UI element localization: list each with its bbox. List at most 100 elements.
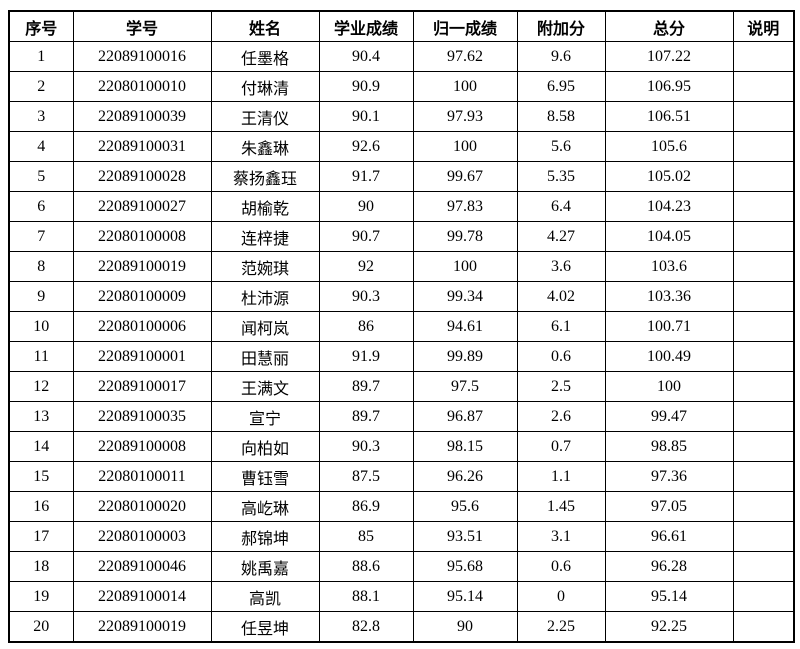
table-row: 5 22089100028 蔡扬鑫珏 91.7 99.67 5.35 105.02 xyxy=(8,161,795,192)
cell-academic-score: 86.9 xyxy=(318,491,414,522)
cell-notes xyxy=(732,371,795,402)
cell-bonus-points: 3.6 xyxy=(516,251,606,282)
cell-normalized-score: 99.89 xyxy=(412,341,518,372)
cell-bonus-points: 0.6 xyxy=(516,341,606,372)
cell-notes xyxy=(732,101,795,132)
cell-student-id: 22080100010 xyxy=(72,71,212,102)
cell-name: 任墨格 xyxy=(210,41,320,72)
cell-academic-score: 91.9 xyxy=(318,341,414,372)
table-row: 13 22089100035 宣宁 89.7 96.87 2.6 99.47 xyxy=(8,401,795,432)
cell-index: 20 xyxy=(8,611,74,643)
cell-total-score: 104.23 xyxy=(604,191,734,222)
cell-academic-score: 87.5 xyxy=(318,461,414,492)
cell-notes xyxy=(732,551,795,582)
cell-total-score: 104.05 xyxy=(604,221,734,252)
cell-student-id: 22080100006 xyxy=(72,311,212,342)
cell-index: 7 xyxy=(8,221,74,252)
cell-academic-score: 86 xyxy=(318,311,414,342)
column-header-total-score: 总分 xyxy=(604,10,734,42)
cell-index: 17 xyxy=(8,521,74,552)
cell-bonus-points: 4.02 xyxy=(516,281,606,312)
column-header-name: 姓名 xyxy=(210,10,320,42)
cell-total-score: 107.22 xyxy=(604,41,734,72)
cell-name: 王满文 xyxy=(210,371,320,402)
cell-student-id: 22089100031 xyxy=(72,131,212,162)
cell-name: 姚禹嘉 xyxy=(210,551,320,582)
cell-student-id: 22089100039 xyxy=(72,101,212,132)
score-table: 序号 学号 姓名 学业成绩 归一成绩 附加分 总分 说明 1 22089100016 任墨格 90.… xyxy=(8,10,795,643)
cell-bonus-points: 4.27 xyxy=(516,221,606,252)
cell-name: 付琳清 xyxy=(210,71,320,102)
cell-name: 朱鑫琳 xyxy=(210,131,320,162)
header-row: 序号 学号 姓名 学业成绩 归一成绩 附加分 总分 说明 xyxy=(8,10,795,42)
cell-bonus-points: 1.45 xyxy=(516,491,606,522)
cell-bonus-points: 5.35 xyxy=(516,161,606,192)
cell-bonus-points: 6.4 xyxy=(516,191,606,222)
column-header-academic-score: 学业成绩 xyxy=(318,10,414,42)
cell-index: 1 xyxy=(8,41,74,72)
cell-name: 曹钰雪 xyxy=(210,461,320,492)
cell-academic-score: 88.6 xyxy=(318,551,414,582)
cell-student-id: 22089100035 xyxy=(72,401,212,432)
cell-index: 13 xyxy=(8,401,74,432)
table-row: 2 22080100010 付琳清 90.9 100 6.95 106.95 xyxy=(8,71,795,102)
cell-name: 任昱坤 xyxy=(210,611,320,643)
cell-normalized-score: 97.83 xyxy=(412,191,518,222)
cell-notes xyxy=(732,341,795,372)
cell-bonus-points: 5.6 xyxy=(516,131,606,162)
cell-academic-score: 90.9 xyxy=(318,71,414,102)
cell-notes xyxy=(732,251,795,282)
cell-bonus-points: 0.7 xyxy=(516,431,606,462)
cell-normalized-score: 93.51 xyxy=(412,521,518,552)
cell-student-id: 22089100001 xyxy=(72,341,212,372)
cell-name: 胡榆乾 xyxy=(210,191,320,222)
table-row: 16 22080100020 高屹琳 86.9 95.6 1.45 97.05 xyxy=(8,491,795,522)
cell-student-id: 22080100008 xyxy=(72,221,212,252)
cell-academic-score: 90.1 xyxy=(318,101,414,132)
cell-notes xyxy=(732,311,795,342)
cell-normalized-score: 90 xyxy=(412,611,518,643)
cell-notes xyxy=(732,431,795,462)
table-row: 18 22089100046 姚禹嘉 88.6 95.68 0.6 96.28 xyxy=(8,551,795,582)
table-row: 20 22089100019 任昱坤 82.8 90 2.25 92.25 xyxy=(8,611,795,643)
column-header-student-id: 学号 xyxy=(72,10,212,42)
cell-total-score: 100.71 xyxy=(604,311,734,342)
table-row: 11 22089100001 田慧丽 91.9 99.89 0.6 100.49 xyxy=(8,341,795,372)
cell-total-score: 105.6 xyxy=(604,131,734,162)
cell-notes xyxy=(732,41,795,72)
cell-index: 4 xyxy=(8,131,74,162)
cell-normalized-score: 96.87 xyxy=(412,401,518,432)
cell-normalized-score: 95.68 xyxy=(412,551,518,582)
cell-student-id: 22080100020 xyxy=(72,491,212,522)
cell-notes xyxy=(732,161,795,192)
cell-student-id: 22089100016 xyxy=(72,41,212,72)
cell-academic-score: 90.4 xyxy=(318,41,414,72)
cell-bonus-points: 1.1 xyxy=(516,461,606,492)
cell-student-id: 22089100017 xyxy=(72,371,212,402)
cell-name: 蔡扬鑫珏 xyxy=(210,161,320,192)
cell-normalized-score: 100 xyxy=(412,131,518,162)
cell-academic-score: 92 xyxy=(318,251,414,282)
cell-normalized-score: 95.6 xyxy=(412,491,518,522)
cell-student-id: 22089100028 xyxy=(72,161,212,192)
cell-notes xyxy=(732,401,795,432)
column-header-notes: 说明 xyxy=(732,10,795,42)
cell-name: 王清仪 xyxy=(210,101,320,132)
cell-total-score: 96.61 xyxy=(604,521,734,552)
cell-student-id: 22089100014 xyxy=(72,581,212,612)
cell-bonus-points: 9.6 xyxy=(516,41,606,72)
cell-notes xyxy=(732,461,795,492)
cell-notes xyxy=(732,281,795,312)
cell-name: 杜沛源 xyxy=(210,281,320,312)
cell-academic-score: 88.1 xyxy=(318,581,414,612)
table-row: 17 22080100003 郝锦坤 85 93.51 3.1 96.61 xyxy=(8,521,795,552)
cell-name: 向柏如 xyxy=(210,431,320,462)
cell-total-score: 105.02 xyxy=(604,161,734,192)
cell-bonus-points: 6.1 xyxy=(516,311,606,342)
cell-total-score: 98.85 xyxy=(604,431,734,462)
cell-notes xyxy=(732,581,795,612)
cell-bonus-points: 2.5 xyxy=(516,371,606,402)
cell-name: 范婉琪 xyxy=(210,251,320,282)
column-header-normalized-score: 归一成绩 xyxy=(412,10,518,42)
